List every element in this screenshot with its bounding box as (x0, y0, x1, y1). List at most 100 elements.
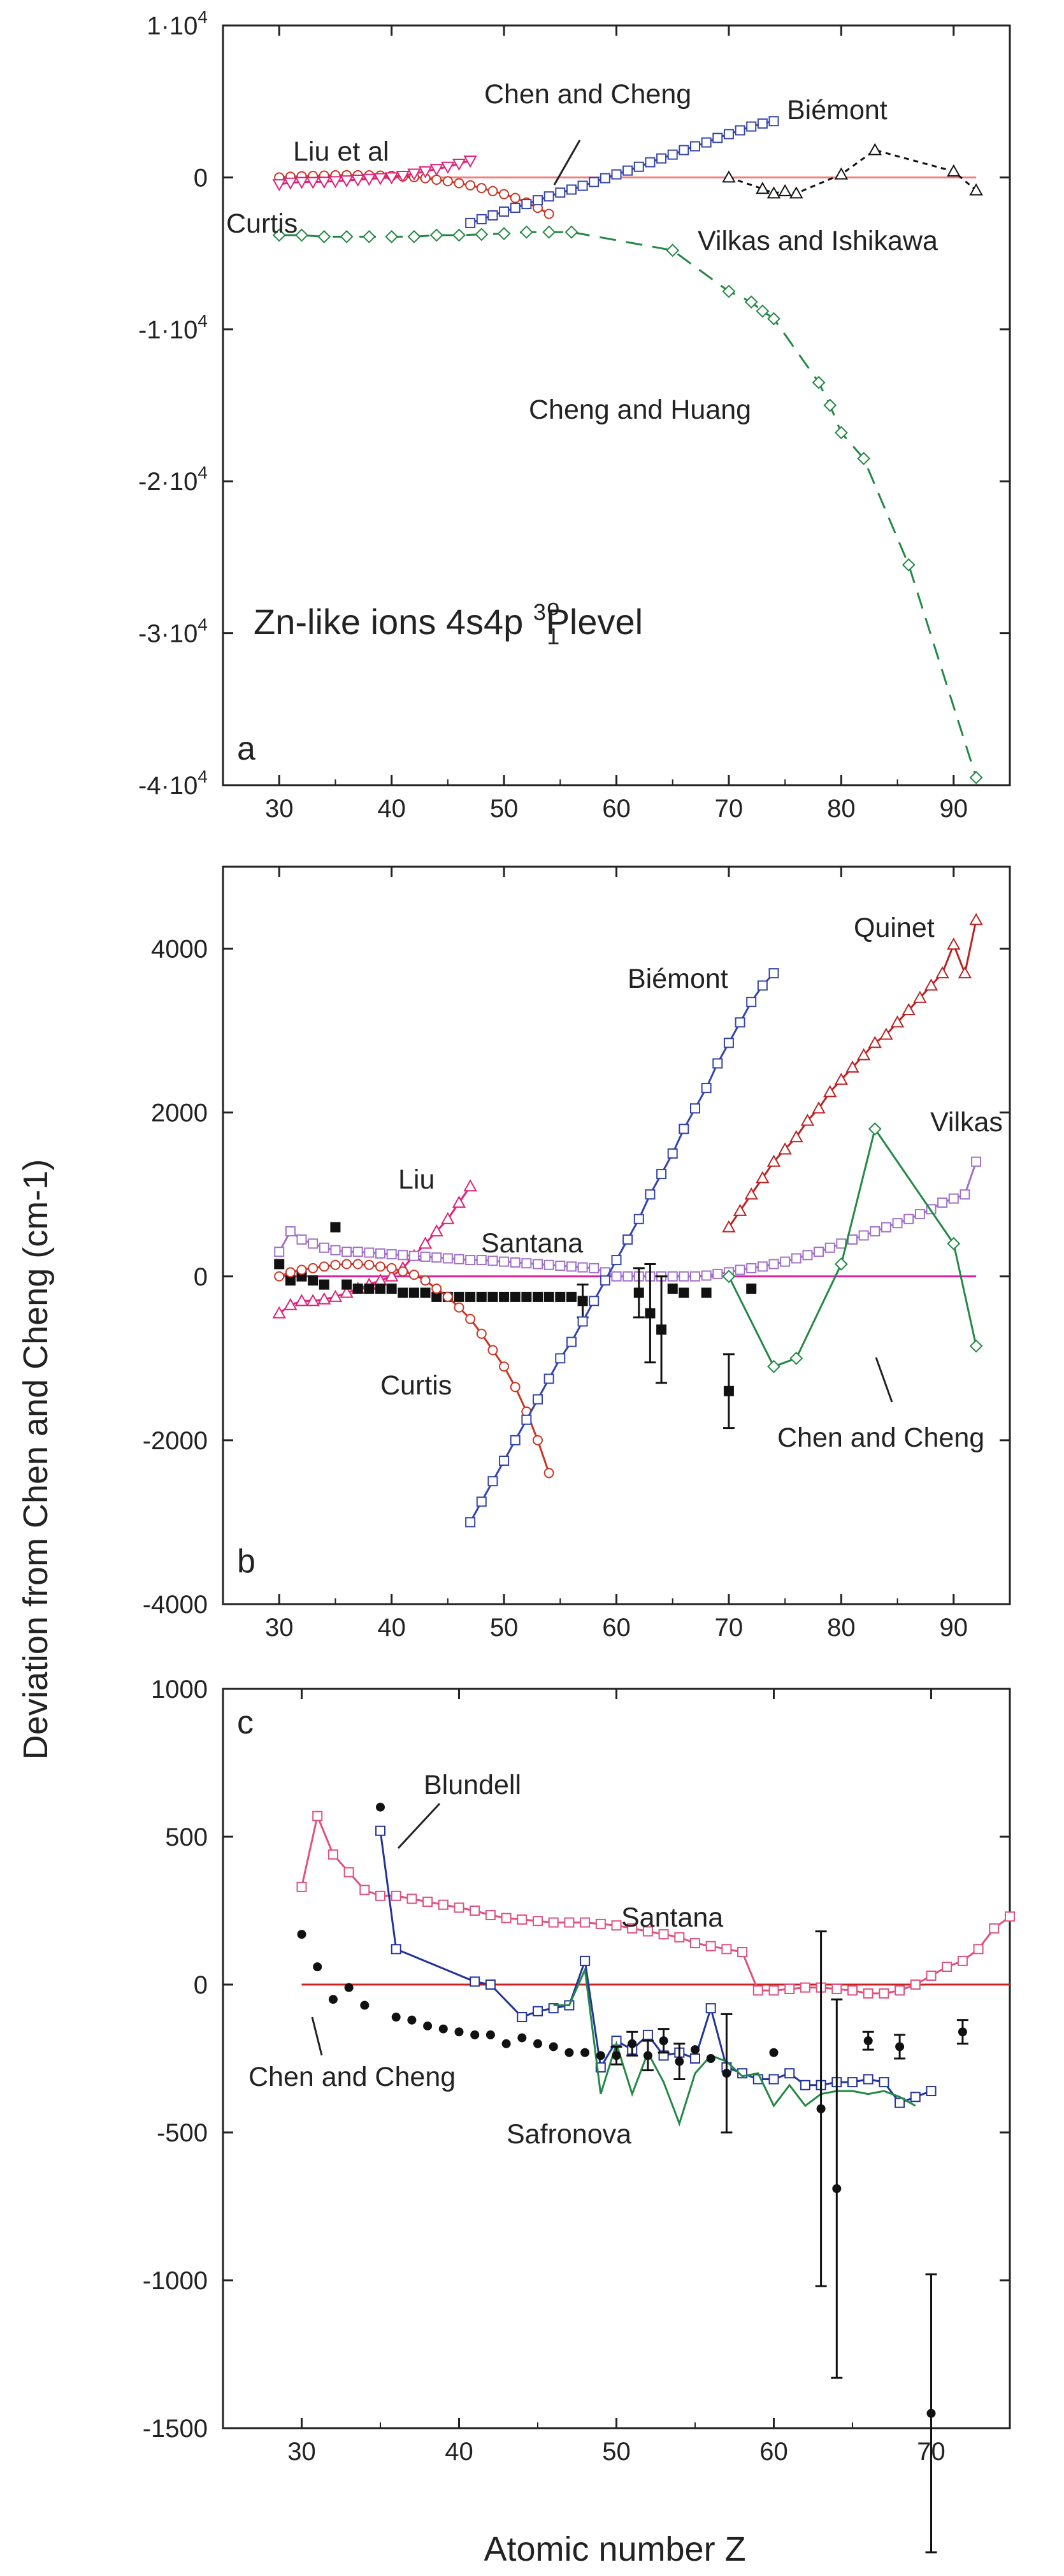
data-point (341, 1259, 352, 1270)
series-blundell (375, 1825, 937, 2108)
data-point (313, 1962, 322, 1972)
y-tick-label: 1·104 (147, 7, 208, 40)
data-point (312, 1811, 323, 1821)
x-tick-label: 50 (490, 795, 519, 823)
x-tick-label: 60 (759, 2438, 788, 2466)
series-vilkas (722, 1122, 983, 1373)
data-point (823, 1085, 837, 1097)
data-point (285, 1267, 296, 1278)
panel-label: a (237, 730, 255, 767)
data-point (600, 173, 610, 184)
data-point (463, 1179, 477, 1192)
data-point (658, 1929, 669, 1940)
y-tick-label: 4000 (151, 936, 208, 964)
data-point (705, 2003, 716, 2014)
data-point (589, 1296, 600, 1306)
data-point (420, 1251, 431, 1262)
data-point (510, 203, 521, 213)
data-point (816, 2104, 826, 2113)
data-point (373, 173, 387, 185)
data-point (679, 1271, 689, 1282)
data-point (420, 1275, 431, 1286)
data-point (712, 1268, 723, 1279)
data-point (543, 208, 554, 219)
data-point (577, 1316, 588, 1327)
data-point (834, 426, 848, 440)
data-point (735, 125, 745, 136)
y-tick-exponent: 4 (198, 463, 208, 482)
panel-a-annotations: Chen and Cheng Liu et al Biémont Curtis … (226, 79, 938, 649)
data-point (989, 1923, 1000, 1934)
data-point (396, 171, 410, 184)
data-point (577, 1262, 588, 1273)
data-point (800, 1113, 815, 1126)
panel-c-annotations: Blundell Santana Chen and Cheng Safronov… (248, 1770, 723, 2150)
data-point (328, 1995, 338, 2004)
data-point (408, 1250, 419, 1261)
title-tail: level (559, 602, 643, 642)
x-tick-label: 80 (827, 1614, 856, 1642)
data-point (385, 229, 399, 243)
data-point (555, 1291, 566, 1302)
data-point (858, 1230, 869, 1241)
data-point (364, 1247, 375, 1258)
data-point (465, 180, 476, 191)
x-axis-label: Atomic number Z (484, 2530, 745, 2568)
data-point (757, 980, 768, 991)
data-point (744, 1187, 758, 1200)
data-point (501, 2039, 511, 2048)
x-tick-label: 40 (377, 795, 406, 823)
data-point (487, 1476, 498, 1487)
data-point (364, 1284, 375, 1294)
data-point (756, 182, 770, 194)
annotation-vilkas: Vilkas (930, 1107, 1003, 1138)
data-point (533, 1291, 543, 1302)
data-point (438, 1899, 449, 1910)
data-point (308, 1275, 319, 1286)
data-point (533, 1394, 543, 1405)
data-point (958, 2027, 967, 2037)
data-point (768, 968, 779, 979)
series-line (301, 1813, 1010, 1995)
data-point (564, 2048, 574, 2057)
data-point (407, 2015, 417, 2025)
data-point (501, 1913, 512, 1923)
data-point (521, 1258, 532, 1269)
data-point (274, 1259, 285, 1270)
data-point (580, 1955, 591, 1966)
data-point (521, 1414, 532, 1425)
data-point (499, 189, 510, 199)
data-point (296, 1264, 307, 1275)
data-point (580, 2048, 590, 2057)
data-point (768, 2074, 779, 2085)
data-point (973, 1944, 984, 1955)
data-point (517, 2033, 527, 2043)
data-point (566, 184, 577, 195)
data-point (362, 173, 377, 186)
x-tick-label: 80 (827, 795, 856, 823)
data-point (802, 1250, 813, 1261)
data-point (969, 183, 983, 196)
data-point (746, 1263, 757, 1273)
data-point (465, 217, 476, 228)
data-point (895, 2097, 905, 2108)
data-point (442, 176, 453, 187)
data-point (429, 164, 443, 177)
data-point (533, 195, 543, 206)
data-point (442, 1291, 453, 1302)
data-point (431, 1284, 442, 1294)
data-point (499, 1291, 510, 1302)
series-curtis (274, 1259, 554, 1479)
data-point (429, 228, 443, 242)
series-quinet (722, 913, 983, 1233)
y-tick-label: -4·104 (138, 767, 208, 800)
data-point (645, 1308, 656, 1319)
data-point (549, 2042, 558, 2051)
data-point (398, 1287, 408, 1298)
data-point (890, 1015, 905, 1028)
data-point (868, 1036, 882, 1048)
data-point (295, 228, 308, 242)
data-point (406, 1893, 417, 1904)
data-point (470, 1906, 480, 1916)
data-point (274, 1247, 285, 1257)
